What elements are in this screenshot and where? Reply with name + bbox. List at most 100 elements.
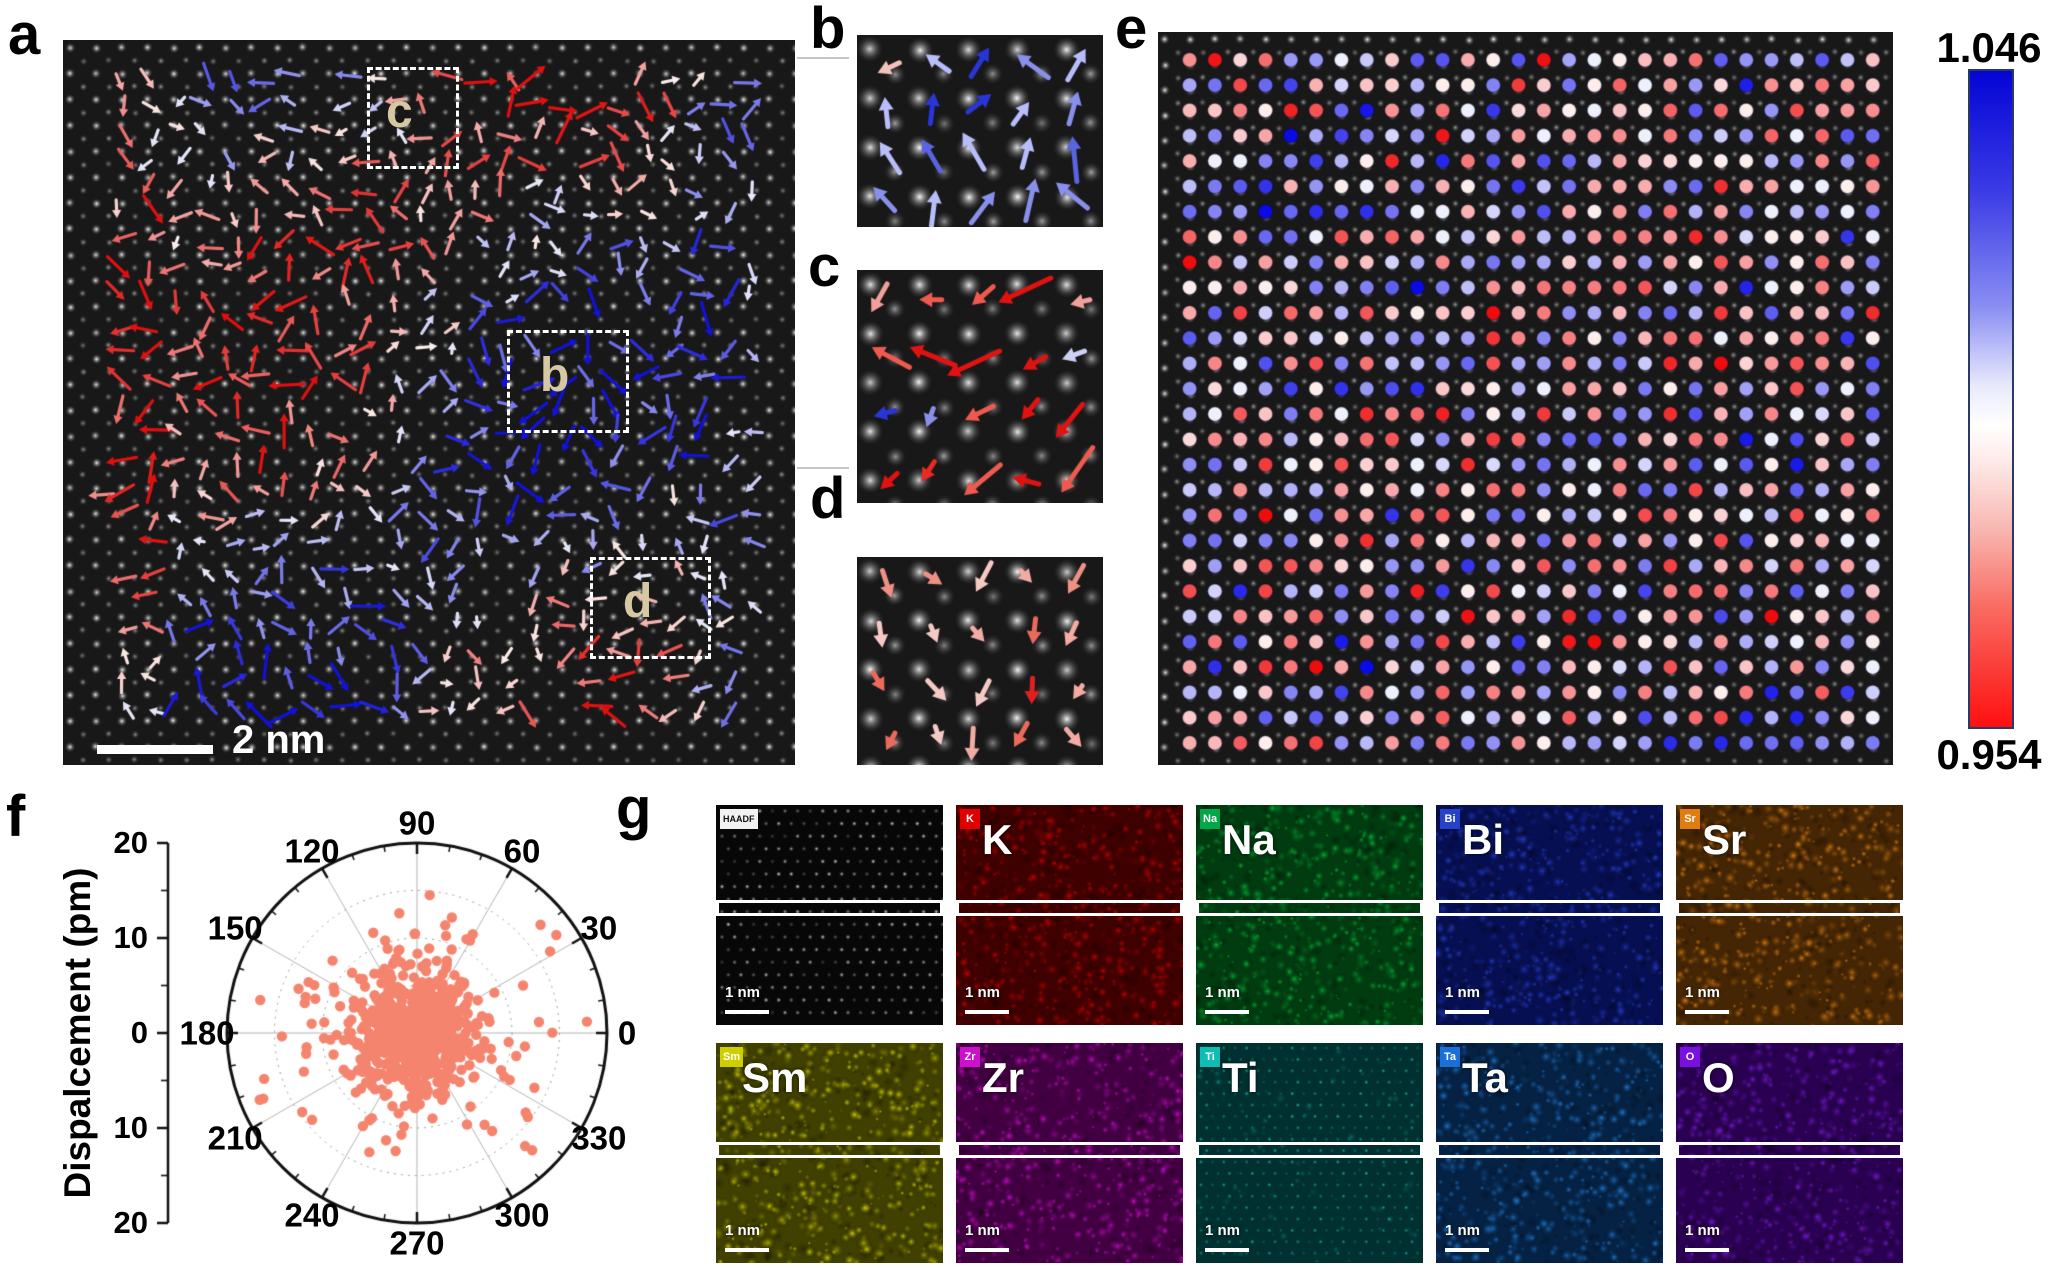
element-tag-ti: Ti — [1200, 1047, 1220, 1067]
angle-tick-label-240: 240 — [284, 1196, 340, 1234]
eds-map-ti: Ti Ti 1 nm — [1196, 1043, 1423, 1263]
radial-tick-label: 20 — [113, 1205, 148, 1240]
eds-map-sr: Sr Sr 1 nm — [1676, 805, 1903, 1025]
inset-box-d — [590, 557, 711, 659]
scale-bar-1nm-label: 1 nm — [1205, 1222, 1241, 1239]
panel-a-stem-image — [63, 40, 795, 765]
scale-bar-1nm — [1445, 1248, 1489, 1252]
scale-bar-1nm — [1685, 1248, 1729, 1252]
inset-box-d-label: d — [623, 575, 653, 628]
eds-map-canvas — [1676, 1043, 1903, 1263]
angle-tick-label-60: 60 — [503, 832, 541, 870]
element-tag-sr: Sr — [1680, 809, 1700, 829]
inset-box-b-label: b — [540, 349, 570, 402]
eds-map-canvas — [1436, 1043, 1663, 1263]
element-label-na: Na — [1222, 816, 1276, 863]
radial-tick-label: 10 — [113, 920, 148, 955]
panel-f-label: f — [6, 784, 26, 849]
inset-box-c — [367, 67, 459, 169]
panel-d-zoom-image — [857, 557, 1103, 765]
element-label-bi: Bi — [1462, 816, 1504, 863]
radial-tick-label: 20 — [113, 825, 148, 860]
panel-e-ratio-map — [1158, 32, 1893, 765]
panel-b-zoom-image — [857, 35, 1103, 227]
element-tag-haadf: HAADF — [720, 809, 758, 829]
panel-b-label: b — [810, 0, 846, 61]
eds-map-haadf: HAADF 1 nm — [716, 805, 943, 1025]
eds-map-sm: Sm Sm 1 nm — [716, 1043, 943, 1263]
element-tag-ta: Ta — [1440, 1047, 1460, 1067]
eds-map-canvas — [956, 1043, 1183, 1263]
scale-bar-1nm — [1205, 1248, 1249, 1252]
region-of-interest-band — [956, 900, 1183, 916]
element-label-k: K — [982, 816, 1013, 863]
scale-bar-2nm — [97, 745, 213, 754]
scale-bar-1nm — [1445, 1010, 1489, 1014]
region-of-interest-band — [956, 1142, 1183, 1158]
element-tag-zr: Zr — [960, 1047, 980, 1067]
eds-map-canvas — [716, 1043, 943, 1263]
element-tag-sm: Sm — [720, 1047, 744, 1067]
region-of-interest-band — [716, 900, 943, 916]
angle-tick-label-180: 180 — [179, 1014, 235, 1052]
eds-map-bi: Bi Bi 1 nm — [1436, 805, 1663, 1025]
colorbar-min-label: 0.954 — [1936, 731, 2042, 778]
polar-scatter-plot — [140, 805, 660, 1265]
angle-tick-label-300: 300 — [494, 1196, 550, 1234]
eds-map-ta: Ta Ta 1 nm — [1436, 1043, 1663, 1263]
scale-bar-1nm — [725, 1248, 769, 1252]
region-of-interest-band — [1196, 1142, 1423, 1158]
scale-bar-1nm — [725, 1010, 769, 1014]
scale-bar-1nm — [965, 1248, 1009, 1252]
scale-bar-1nm-label: 1 nm — [965, 984, 1001, 1001]
radial-tick-label: 0 — [130, 1015, 148, 1050]
angle-tick-label-90: 90 — [398, 804, 436, 842]
scale-bar-1nm-label: 1 nm — [1445, 1222, 1481, 1239]
panel-g-label: g — [616, 776, 652, 841]
region-of-interest-band — [1676, 1142, 1903, 1158]
panel-d-label: d — [810, 466, 846, 531]
region-of-interest-band — [716, 1142, 943, 1158]
scale-bar-1nm — [1205, 1010, 1249, 1014]
radial-tick-label: 10 — [113, 1110, 148, 1145]
eds-map-zr: Zr Zr 1 nm — [956, 1043, 1183, 1263]
panel-c-zoom-image — [857, 270, 1103, 503]
inset-box-c-label: c — [386, 85, 413, 138]
colorbar — [1968, 69, 2014, 729]
element-tag-bi: Bi — [1440, 809, 1460, 829]
element-label-sr: Sr — [1702, 816, 1747, 863]
angle-tick-label-330: 330 — [571, 1119, 627, 1157]
panel-e-label: e — [1115, 0, 1148, 61]
panel-c-label: c — [808, 234, 841, 299]
inset-box-b — [507, 330, 629, 433]
eds-map-canvas — [1196, 1043, 1423, 1263]
angle-tick-label-150: 150 — [207, 909, 263, 947]
eds-map-na: Na Na 1 nm — [1196, 805, 1423, 1025]
element-label-ti: Ti — [1222, 1054, 1259, 1101]
region-of-interest-band — [1676, 900, 1903, 916]
element-label-sm: Sm — [742, 1054, 808, 1101]
leader-line-d — [797, 467, 849, 469]
panel-a-label: a — [8, 2, 41, 67]
element-label-zr: Zr — [982, 1054, 1024, 1101]
scale-bar-1nm-label: 1 nm — [1445, 984, 1481, 1001]
scale-bar-1nm — [1685, 1010, 1729, 1014]
element-label-o: O — [1702, 1054, 1735, 1101]
angle-tick-label-0: 0 — [617, 1014, 637, 1052]
scale-bar-1nm-label: 1 nm — [1685, 984, 1721, 1001]
region-of-interest-band — [1196, 900, 1423, 916]
scale-bar-1nm-label: 1 nm — [725, 1222, 761, 1239]
scale-bar-2nm-label: 2 nm — [232, 718, 326, 762]
region-of-interest-band — [1436, 900, 1663, 916]
element-tag-na: Na — [1200, 809, 1221, 829]
angle-tick-label-120: 120 — [284, 832, 340, 870]
angle-tick-label-30: 30 — [580, 909, 618, 947]
angle-tick-label-270: 270 — [389, 1224, 445, 1262]
region-of-interest-band — [1436, 1142, 1663, 1158]
element-tag-k: K — [960, 809, 980, 829]
scale-bar-1nm — [965, 1010, 1009, 1014]
leader-line-b — [797, 57, 849, 59]
colorbar-max-label: 1.046 — [1936, 24, 2042, 71]
